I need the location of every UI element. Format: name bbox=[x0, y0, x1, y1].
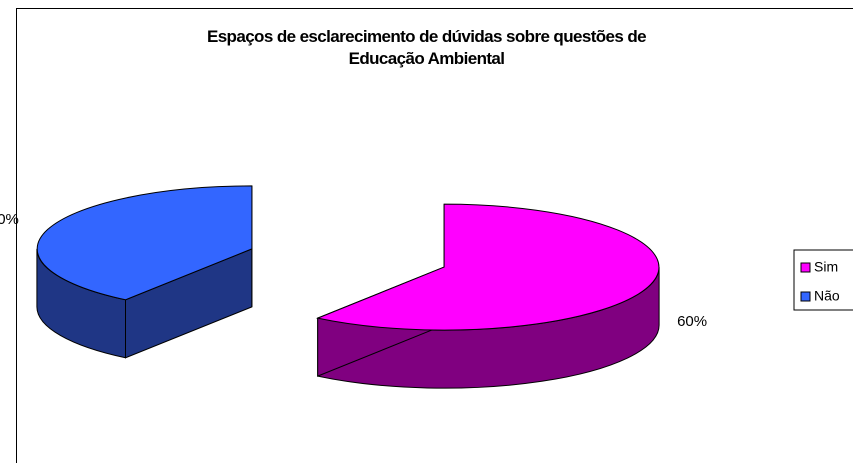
legend: Sim Não bbox=[793, 249, 853, 311]
data-label-não: 40% bbox=[0, 211, 19, 228]
chart-title-line-2: Educação Ambiental bbox=[348, 49, 505, 68]
legend-swatch-sim bbox=[800, 262, 811, 273]
data-label-sim: 60% bbox=[677, 313, 707, 330]
chart-title-line-1: Espaços de esclarecimento de dúvidas sob… bbox=[206, 27, 647, 46]
legend-label-sim: Sim bbox=[814, 259, 838, 275]
legend-label-não: Não bbox=[814, 288, 840, 304]
chart-area bbox=[16, 8, 853, 463]
pie-slice-não bbox=[36, 185, 253, 359]
pie-slice-sim bbox=[315, 203, 660, 389]
legend-swatch-não bbox=[800, 291, 811, 302]
